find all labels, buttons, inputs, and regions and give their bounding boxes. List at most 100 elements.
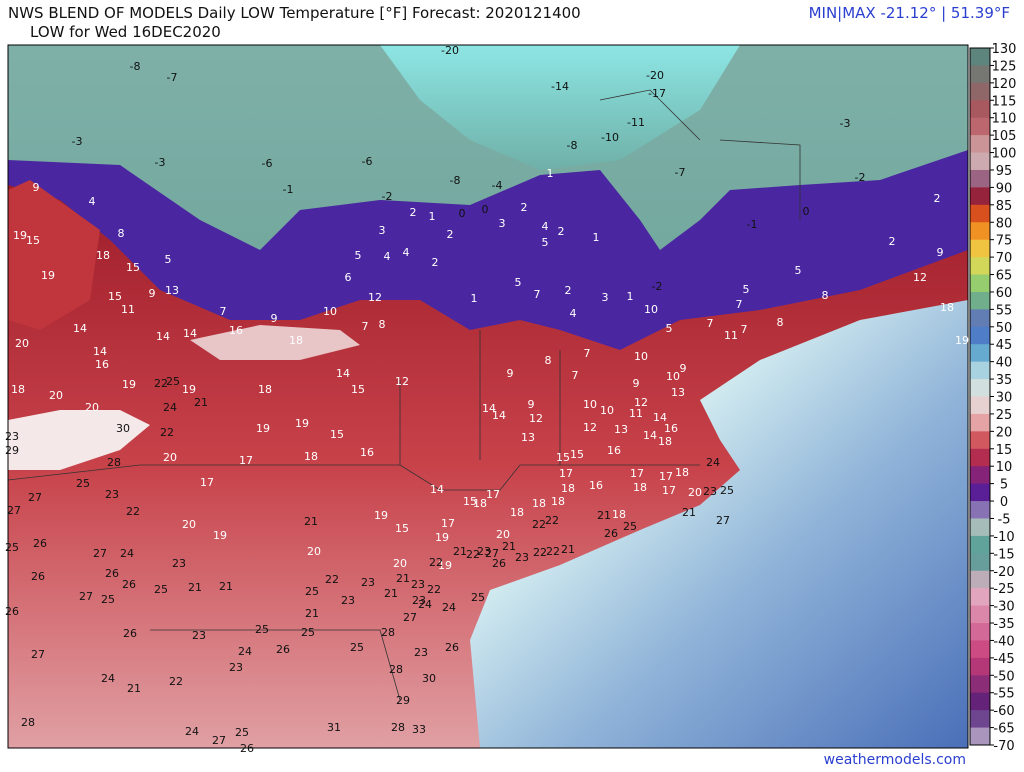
station-value: 18 — [96, 249, 110, 262]
station-value: 24 — [101, 672, 115, 685]
station-value: 12 — [395, 375, 409, 388]
colorbar-label: 65 — [996, 269, 1013, 284]
colorbar-label: -15 — [993, 547, 1014, 562]
station-value: 5 — [743, 283, 750, 296]
coldest-region — [380, 45, 740, 170]
station-value: 25 — [255, 623, 269, 636]
colorbar-label: 0 — [1000, 495, 1008, 510]
station-value: -3 — [72, 135, 83, 148]
station-value: 21 — [396, 572, 410, 585]
station-value: 23 — [192, 629, 206, 642]
station-value: 16 — [360, 446, 374, 459]
colorbar-label: -25 — [993, 582, 1014, 597]
station-value: 33 — [412, 723, 426, 736]
station-value: 5 — [355, 249, 362, 262]
colorbar-segment — [970, 396, 990, 415]
station-value: 24 — [185, 725, 199, 738]
station-value: 13 — [521, 431, 535, 444]
station-value: 25 — [101, 593, 115, 606]
station-value: 23 — [361, 576, 375, 589]
colorbar-label: 80 — [996, 216, 1013, 231]
station-value: 25 — [301, 626, 315, 639]
colorbar-segment — [970, 100, 990, 119]
station-value: 23 — [515, 551, 529, 564]
station-value: 0 — [459, 207, 466, 220]
station-value: 22 — [429, 556, 443, 569]
station-value: 7 — [362, 320, 369, 333]
colorbar-segment — [970, 344, 990, 363]
station-value: 27 — [79, 590, 93, 603]
station-value: -3 — [155, 156, 166, 169]
station-value: 21 — [682, 506, 696, 519]
colorbar-label: 90 — [996, 181, 1013, 196]
station-value: 30 — [116, 422, 130, 435]
station-value: 20 — [85, 401, 99, 414]
station-value: 22 — [427, 583, 441, 596]
station-value: 7 — [707, 317, 714, 330]
station-value: 18 — [304, 450, 318, 463]
station-value: 10 — [644, 303, 658, 316]
station-value: 1 — [429, 210, 436, 223]
station-value: -14 — [551, 80, 569, 93]
colorbar-segment — [970, 117, 990, 136]
station-value: 21 — [127, 682, 141, 695]
station-value: 2 — [565, 284, 572, 297]
station-value: 19 — [182, 383, 196, 396]
colorbar-label: 40 — [996, 356, 1013, 371]
station-value: 25 — [235, 726, 249, 739]
station-value: 17 — [662, 484, 676, 497]
station-value: 23 — [5, 430, 19, 443]
station-value: 19 — [295, 417, 309, 430]
colorbar-segment — [970, 257, 990, 276]
station-value: 20 — [182, 518, 196, 531]
station-value: 22 — [533, 546, 547, 559]
station-value: 10 — [323, 305, 337, 318]
station-value: 11 — [121, 303, 135, 316]
station-value: 17 — [659, 470, 673, 483]
station-value: 15 — [556, 451, 570, 464]
station-value: 19 — [13, 229, 27, 242]
colorbar-label: -65 — [993, 722, 1014, 737]
station-value: 22 — [532, 518, 546, 531]
colorbar-label: 85 — [996, 199, 1013, 214]
colorbar-segment — [970, 448, 990, 467]
station-value: 31 — [327, 721, 341, 734]
station-value: 18 — [289, 334, 303, 347]
colorbar-segment — [970, 326, 990, 345]
station-value: 24 — [418, 598, 432, 611]
station-value: 14 — [73, 322, 87, 335]
station-value: 17 — [441, 517, 455, 530]
colorbar-segment — [970, 675, 990, 694]
station-value: 21 — [219, 580, 233, 593]
colorbar-segment — [970, 588, 990, 607]
station-value: 27 — [485, 547, 499, 560]
station-value: -6 — [362, 155, 373, 168]
station-value: 13 — [614, 423, 628, 436]
station-value: 20 — [688, 486, 702, 499]
station-value: 8 — [822, 289, 829, 302]
station-value: 5 — [165, 253, 172, 266]
colorbar-label: -10 — [993, 530, 1014, 545]
station-value: 7 — [220, 305, 227, 318]
subtitle: LOW for Wed 16DEC2020 — [30, 23, 221, 41]
station-value: 7 — [736, 298, 743, 311]
station-value: -8 — [130, 60, 141, 73]
station-value: 23 — [341, 594, 355, 607]
station-value: 18 — [612, 508, 626, 521]
station-value: 29 — [396, 694, 410, 707]
colorbar-segment — [970, 692, 990, 711]
colorbar-label: 130 — [992, 42, 1017, 57]
station-value: 24 — [163, 401, 177, 414]
station-value: 18 — [675, 466, 689, 479]
station-value: -8 — [567, 139, 578, 152]
colorbar-segment — [970, 169, 990, 188]
colorbar-label: -35 — [993, 617, 1014, 632]
station-value: 22 — [169, 675, 183, 688]
station-value: 22 — [160, 426, 174, 439]
colorbar-label: 10 — [996, 460, 1013, 475]
colorbar-segment — [970, 501, 990, 519]
colorbar-segment — [970, 623, 990, 641]
station-value: 25 — [166, 375, 180, 388]
station-value: 8 — [545, 354, 552, 367]
